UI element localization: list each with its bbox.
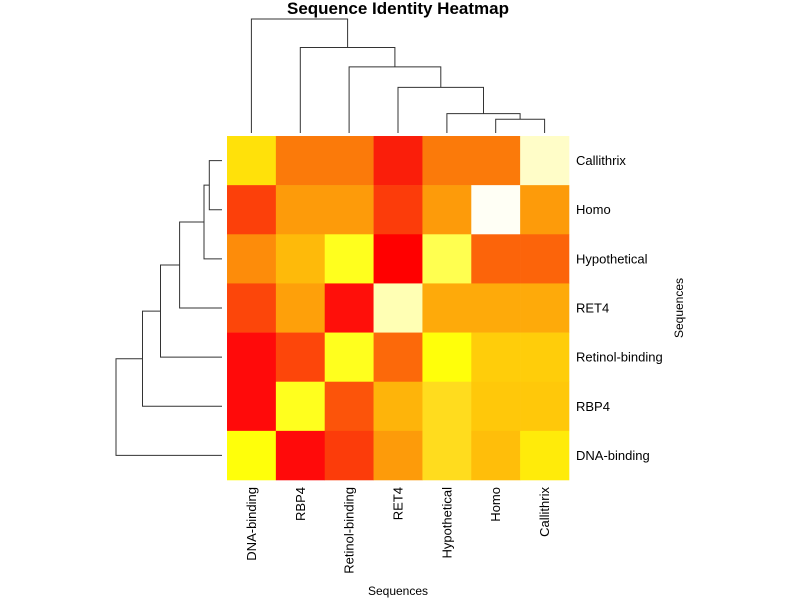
heatmap-cell (520, 430, 570, 481)
heatmap-cell (324, 430, 374, 481)
heatmap-cell (275, 381, 326, 432)
heatmap-cell (373, 332, 423, 383)
heatmap-cell (471, 234, 521, 284)
row-label: Callithrix (576, 153, 626, 168)
heatmap-cell (227, 234, 277, 284)
dendrogram-branch (250, 18, 349, 133)
heatmap-cell (275, 332, 326, 383)
column-label: Callithrix (537, 487, 552, 537)
heatmap-cell (275, 136, 326, 186)
heatmap-cell (520, 136, 570, 186)
heatmap-cells (227, 136, 570, 481)
heatmap-cell (471, 430, 521, 481)
column-labels: DNA-binding RBP4 Retinol-binding RET4 Hypoth… (244, 487, 552, 574)
row-label: Homo (576, 202, 611, 217)
heatmap-cell (373, 136, 423, 186)
heatmap-cell (373, 430, 423, 481)
heatmap-cell (471, 136, 521, 186)
dendrogram-branch (179, 221, 222, 309)
heatmap-cell (471, 185, 521, 235)
heatmap-cell (422, 381, 472, 432)
heatmap-cell (227, 430, 277, 481)
heatmap-cell (471, 381, 521, 432)
column-label: Homo (488, 487, 503, 522)
row-label: Retinol-binding (576, 350, 663, 365)
heatmap-cell (373, 185, 423, 235)
heatmap-cell (324, 136, 374, 186)
heatmap-cell (520, 185, 570, 235)
dendrogram-branch (115, 358, 222, 456)
column-label: RBP4 (293, 487, 308, 521)
heatmap-cell (422, 234, 472, 284)
y-axis-label: Sequences (672, 278, 686, 338)
row-label: RBP4 (576, 399, 610, 414)
heatmap-cell (520, 381, 570, 432)
heatmap-cell (471, 332, 521, 383)
heatmap-cell (422, 136, 472, 186)
heatmap-cell (227, 283, 277, 333)
column-label: DNA-binding (244, 487, 259, 561)
heatmap-cell (324, 185, 374, 235)
column-label: Retinol-binding (342, 487, 357, 574)
heatmap-cell (422, 332, 472, 383)
dendrogram-branch (348, 66, 442, 133)
heatmap-cell (227, 381, 277, 432)
heatmap-cell (275, 430, 326, 481)
heatmap-cell (324, 381, 374, 432)
heatmap-cell (373, 283, 423, 333)
heatmap-cell (275, 185, 326, 235)
row-label: RET4 (576, 301, 609, 316)
heatmap-cell (422, 185, 472, 235)
heatmap-cell (275, 234, 326, 284)
heatmap-cell (520, 332, 570, 383)
heatmap-cell (471, 283, 521, 333)
dendrogram-branch (208, 160, 222, 211)
dendrogram-branch (397, 86, 484, 133)
dendrogram-branch (160, 264, 222, 358)
heatmap-cell (275, 283, 326, 333)
heatmap-cell (227, 136, 277, 186)
column-label: Hypothetical (439, 487, 454, 559)
row-label: Hypothetical (576, 251, 648, 266)
heatmap-cell (422, 430, 472, 481)
heatmap-cell (227, 332, 277, 383)
row-labels: Callithrix Homo Hypothetical RET4 Retinol-bi… (576, 153, 663, 463)
chart-title: Sequence Identity Heatmap (287, 0, 509, 18)
heatmap-cell (324, 234, 374, 284)
row-dendrogram (115, 160, 222, 456)
dendrogram-branch (495, 118, 546, 133)
heatmap-cell (373, 381, 423, 432)
row-label: DNA-binding (576, 448, 650, 463)
heatmap-cell (520, 283, 570, 333)
dendrogram-branch (446, 113, 521, 133)
column-label: RET4 (391, 487, 406, 520)
heatmap-cell (520, 234, 570, 284)
heatmap-cell (422, 283, 472, 333)
dendrogram-branch (203, 184, 222, 260)
dendrogram-branch (142, 310, 222, 407)
x-axis-label: Sequences (368, 584, 428, 598)
column-dendrogram (250, 18, 546, 133)
heatmap-cell (324, 332, 374, 383)
dendrogram-branch (299, 47, 396, 133)
heatmap-cell (324, 283, 374, 333)
heatmap-cell (373, 234, 423, 284)
heatmap-cell (227, 185, 277, 235)
